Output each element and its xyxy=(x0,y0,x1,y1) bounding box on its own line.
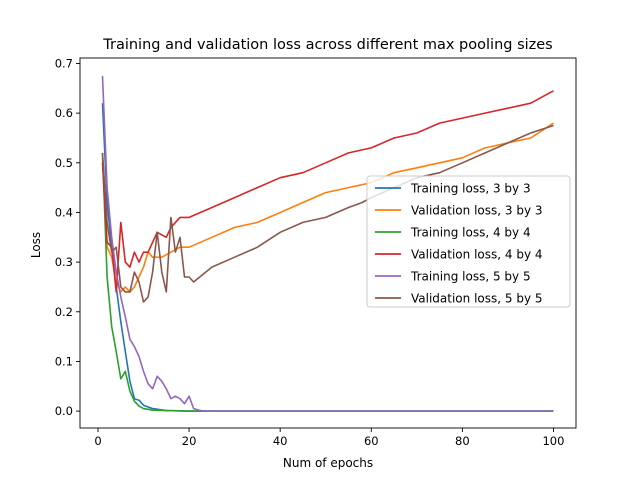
legend-label: Training loss, 5 by 5 xyxy=(410,270,531,284)
y-tick-label: 0.6 xyxy=(55,106,73,120)
x-tick-label: 0 xyxy=(94,434,101,448)
axes: 0 20 40 60 80 100 0.0 0.1 0.2 0.3 0.4 0.5 0.6 0.7 xyxy=(55,56,577,448)
legend-label: Validation loss, 4 by 4 xyxy=(411,248,543,262)
y-tick-label: 0.5 xyxy=(55,156,73,170)
series-line-2 xyxy=(101,122,554,293)
x-tick-label: 40 xyxy=(273,434,288,448)
legend: Training loss, 3 by 3 Validation loss, 3 … xyxy=(366,175,571,308)
x-tick-label: 80 xyxy=(455,434,470,448)
legend-label: Training loss, 4 by 4 xyxy=(410,226,531,240)
y-tick-label: 0.4 xyxy=(55,205,73,219)
y-tick-label: 0.3 xyxy=(55,255,73,269)
y-tick-label: 0.7 xyxy=(55,56,73,70)
legend-label: Training loss, 3 by 3 xyxy=(410,182,531,196)
x-tick-label: 100 xyxy=(542,434,564,448)
legend-box xyxy=(366,175,571,308)
plot-frame xyxy=(79,57,577,429)
series-line-4 xyxy=(101,90,554,293)
y-tick-label: 0.0 xyxy=(55,404,73,418)
series-line-5 xyxy=(101,75,554,412)
y-axis-label: Loss xyxy=(29,232,43,258)
y-tick-label: 0.2 xyxy=(55,305,73,319)
chart-title: Training and validation loss across diff… xyxy=(102,37,553,53)
y-tick-label: 0.1 xyxy=(55,354,73,368)
x-tick-label: 20 xyxy=(182,434,197,448)
x-tick-label: 60 xyxy=(364,434,379,448)
legend-label: Validation loss, 3 by 3 xyxy=(411,204,543,218)
legend-label: Validation loss, 5 by 5 xyxy=(411,292,543,306)
series-line-3 xyxy=(101,152,554,412)
x-axis-label: Num of epochs xyxy=(283,456,373,470)
